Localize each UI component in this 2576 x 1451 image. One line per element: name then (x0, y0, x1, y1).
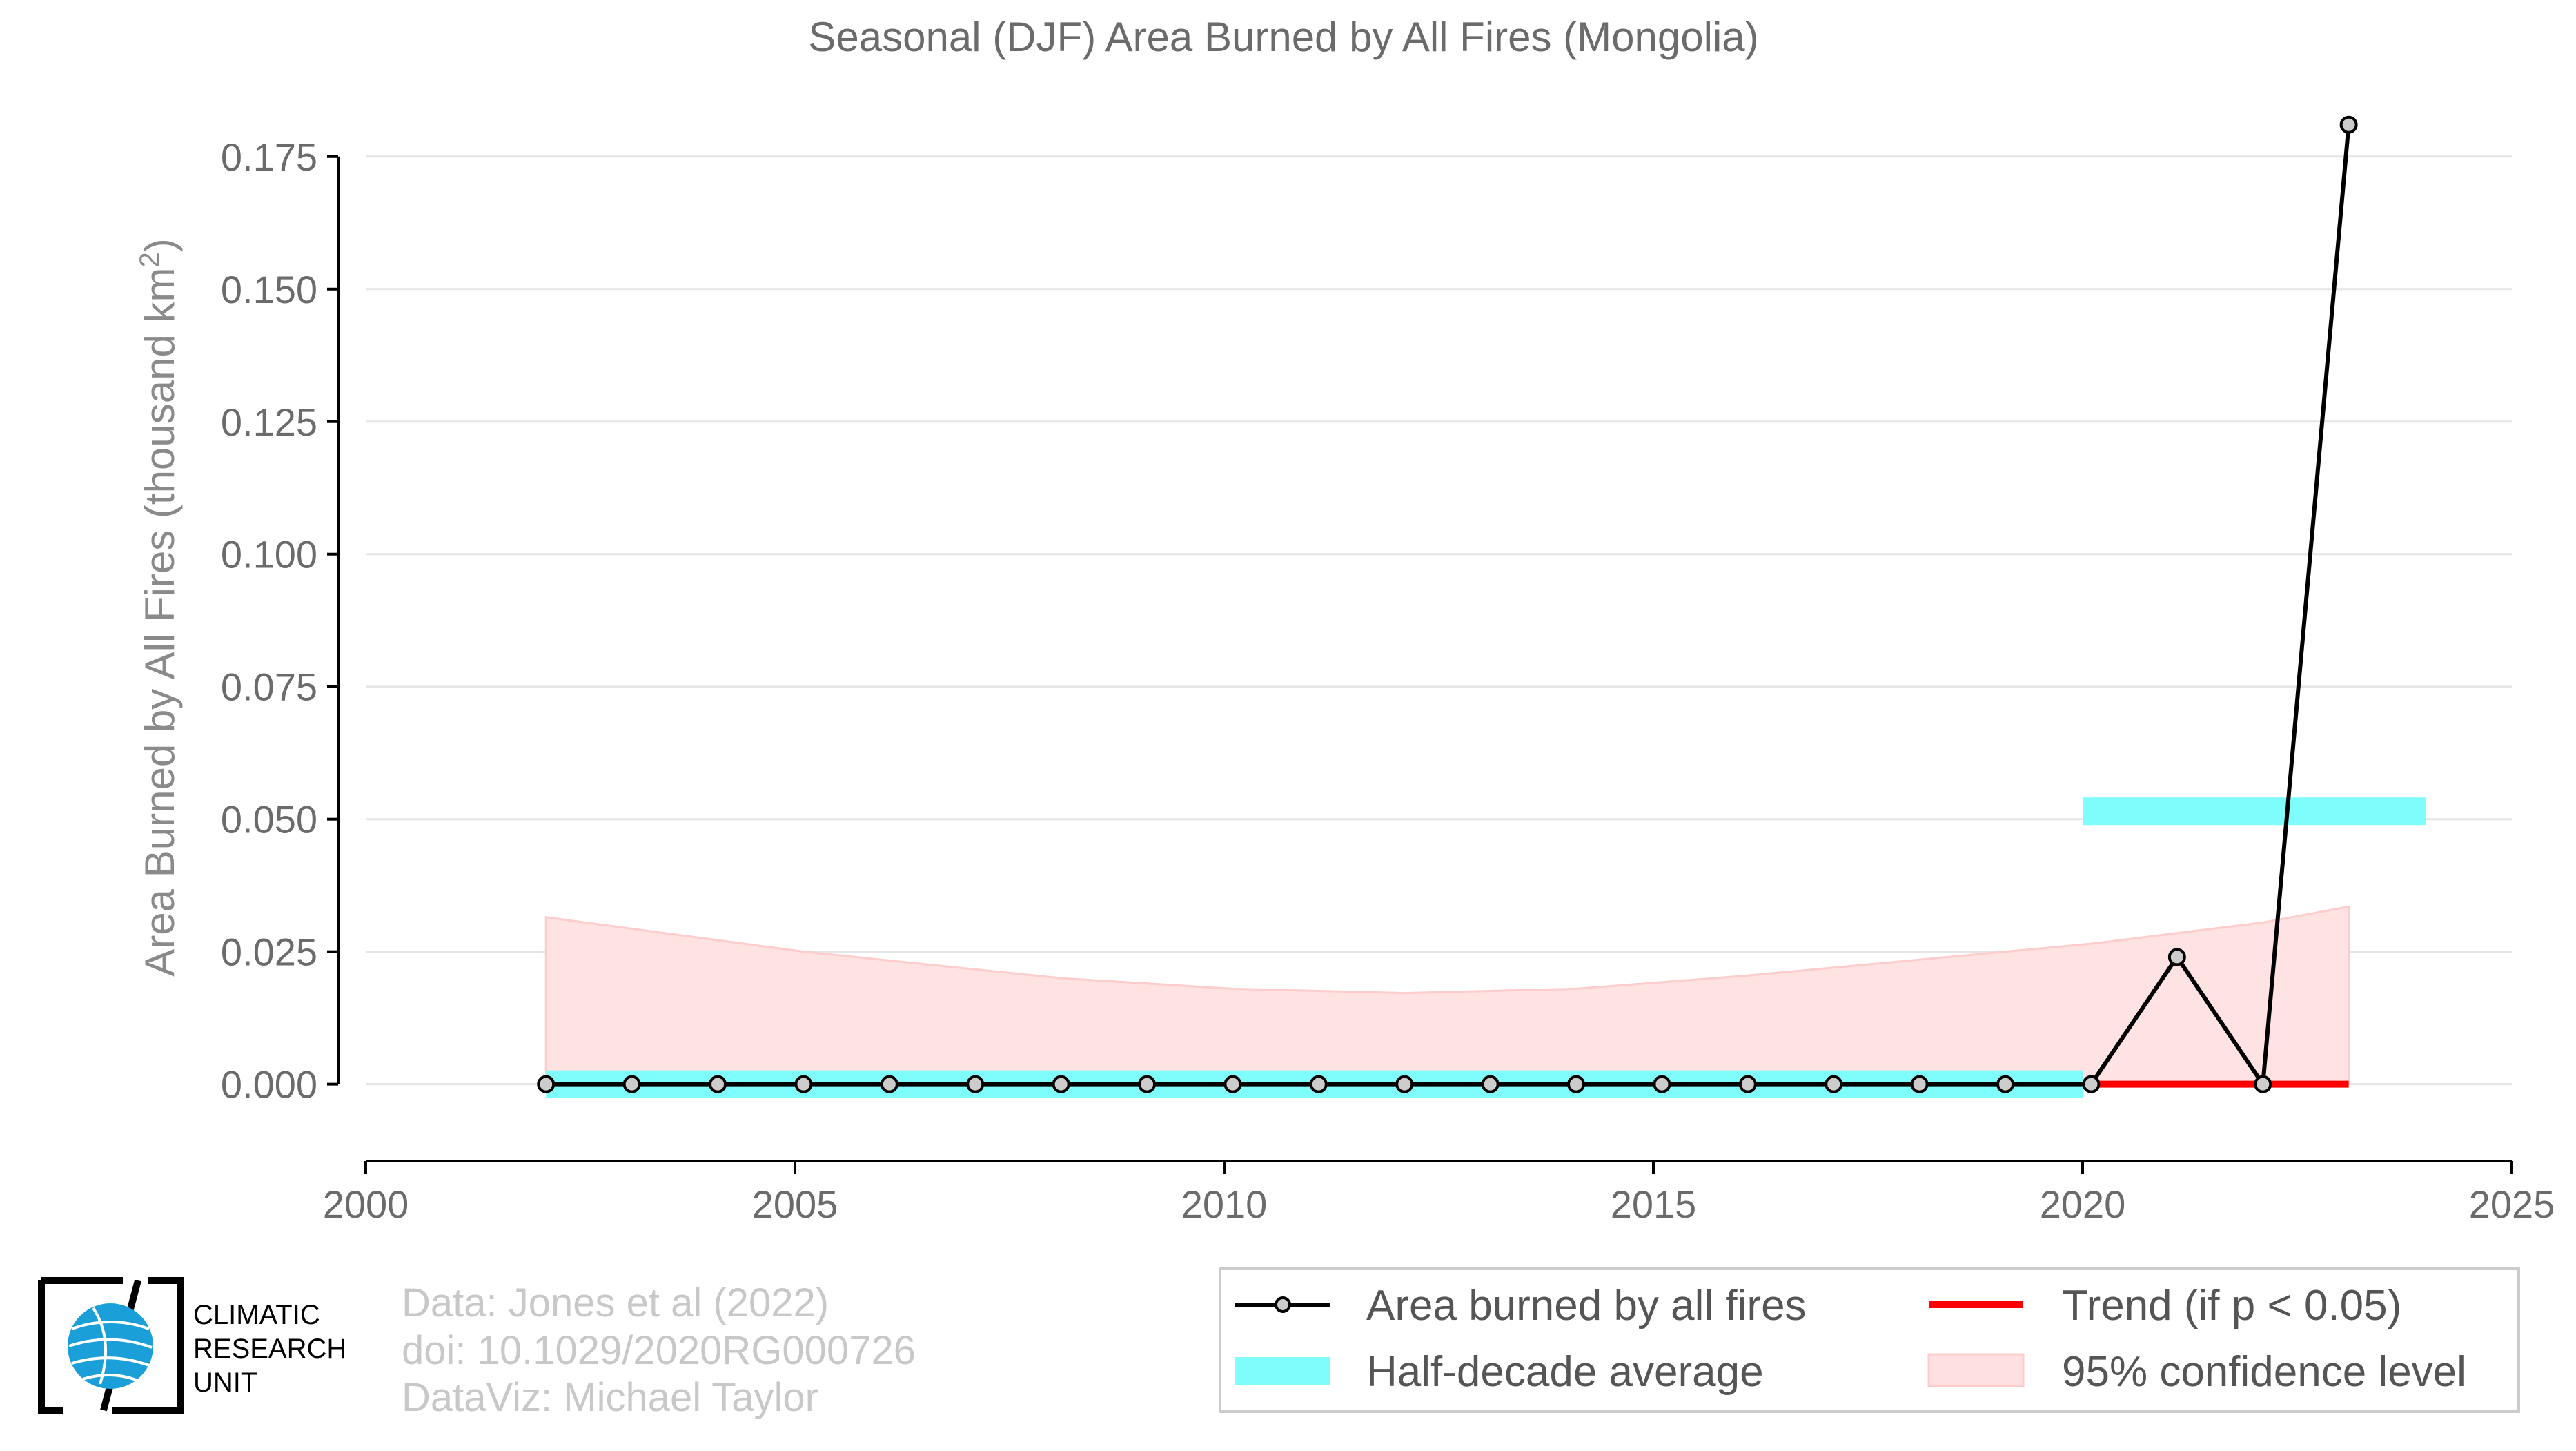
data-point (709, 1075, 727, 1093)
y-axis-label-tail: ) (137, 238, 183, 252)
legend-label-ci: 95% confidence level (2062, 1348, 2466, 1396)
y-axis-label-superscript: 2 (135, 252, 165, 267)
data-point (2339, 115, 2358, 134)
logo-frame-icon (38, 1277, 184, 1414)
data-point (1223, 1075, 1242, 1093)
legend-average-symbol (1235, 1357, 1330, 1385)
area-burned-series (537, 115, 2358, 1093)
x-tick-label: 2015 (1611, 1182, 1697, 1226)
y-tick-label: 0.000 (221, 1063, 317, 1107)
legend-label-average: Half-decade average (1366, 1348, 1764, 1396)
axes (327, 155, 2513, 1174)
x-tick-label: 2005 (752, 1182, 838, 1226)
data-point (1567, 1075, 1586, 1093)
x-tick-label: 2010 (1181, 1182, 1268, 1226)
data-point (1738, 1075, 1757, 1093)
legend: Area burned by all fires Trend (if p < 0… (1219, 1267, 2520, 1413)
confidence-band (544, 905, 2350, 1086)
data-point (1138, 1075, 1157, 1093)
y-tick-label: 0.075 (221, 665, 317, 709)
data-point (966, 1075, 985, 1093)
data-point (1825, 1075, 1843, 1093)
half-decade-bar (2083, 797, 2426, 826)
y-tick-label: 0.100 (221, 533, 317, 576)
data-point (794, 1075, 813, 1093)
data-point (1481, 1075, 1500, 1093)
data-point (1653, 1075, 1671, 1093)
credit-dataviz: DataViz: Michael Taylor (402, 1375, 818, 1420)
data-point (1910, 1075, 1929, 1093)
y-tick-label: 0.025 (221, 931, 317, 974)
y-tick-label: 0.150 (221, 268, 317, 311)
globe-lines-icon (68, 1307, 153, 1385)
data-point (537, 1075, 555, 1093)
y-axis-label-main: Area Burned by All Fires (thousand km (137, 268, 183, 977)
y-tick-labels: 0.000 0.025 0.050 0.075 0.100 0.125 0.150 0.175 (221, 135, 317, 1107)
data-point (1395, 1075, 1414, 1093)
legend-box (1219, 1267, 2520, 1413)
data-point (1309, 1075, 1328, 1093)
x-tick-label: 2020 (2040, 1182, 2126, 1226)
data-point (2082, 1075, 2101, 1093)
legend-marker-icon (1275, 1296, 1291, 1313)
data-point (2167, 948, 2186, 966)
chart-title: Seasonal (DJF) Area Burned by All Fires … (808, 14, 1758, 60)
legend-label-area: Area burned by all fires (1366, 1282, 1807, 1330)
logo-text-line3: UNIT (193, 1367, 257, 1398)
logo-text-line2: RESEARCH (193, 1334, 346, 1364)
x-tick-labels: 2000 2005 2010 2015 2020 2025 (323, 1182, 2555, 1226)
data-point (1996, 1075, 2015, 1093)
data-point (1052, 1075, 1070, 1093)
data-point (2254, 1075, 2272, 1093)
series-line (546, 124, 2351, 1091)
confidence-area (544, 905, 2350, 1086)
y-tick-label: 0.125 (221, 400, 317, 444)
logo-text-line1: CLIMATIC (193, 1300, 320, 1330)
data-point (622, 1075, 641, 1093)
y-tick-label: 0.050 (221, 798, 317, 841)
legend-ci-symbol (1927, 1353, 2025, 1387)
cru-logo: CLIMATIC RESEARCH UNIT (38, 1277, 346, 1414)
y-axis-label: Area Burned by All Fires (thousand km2) (135, 238, 183, 976)
y-tick-label: 0.175 (221, 135, 317, 179)
x-tick-label: 2000 (323, 1182, 409, 1226)
credit-data: Data: Jones et al (2022) (402, 1280, 829, 1325)
credit-doi: doi: 10.1029/2020RG000726 (402, 1328, 916, 1373)
data-point (880, 1075, 898, 1093)
x-tick-label: 2025 (2469, 1182, 2555, 1226)
legend-label-trend: Trend (if p < 0.05) (2062, 1282, 2401, 1330)
